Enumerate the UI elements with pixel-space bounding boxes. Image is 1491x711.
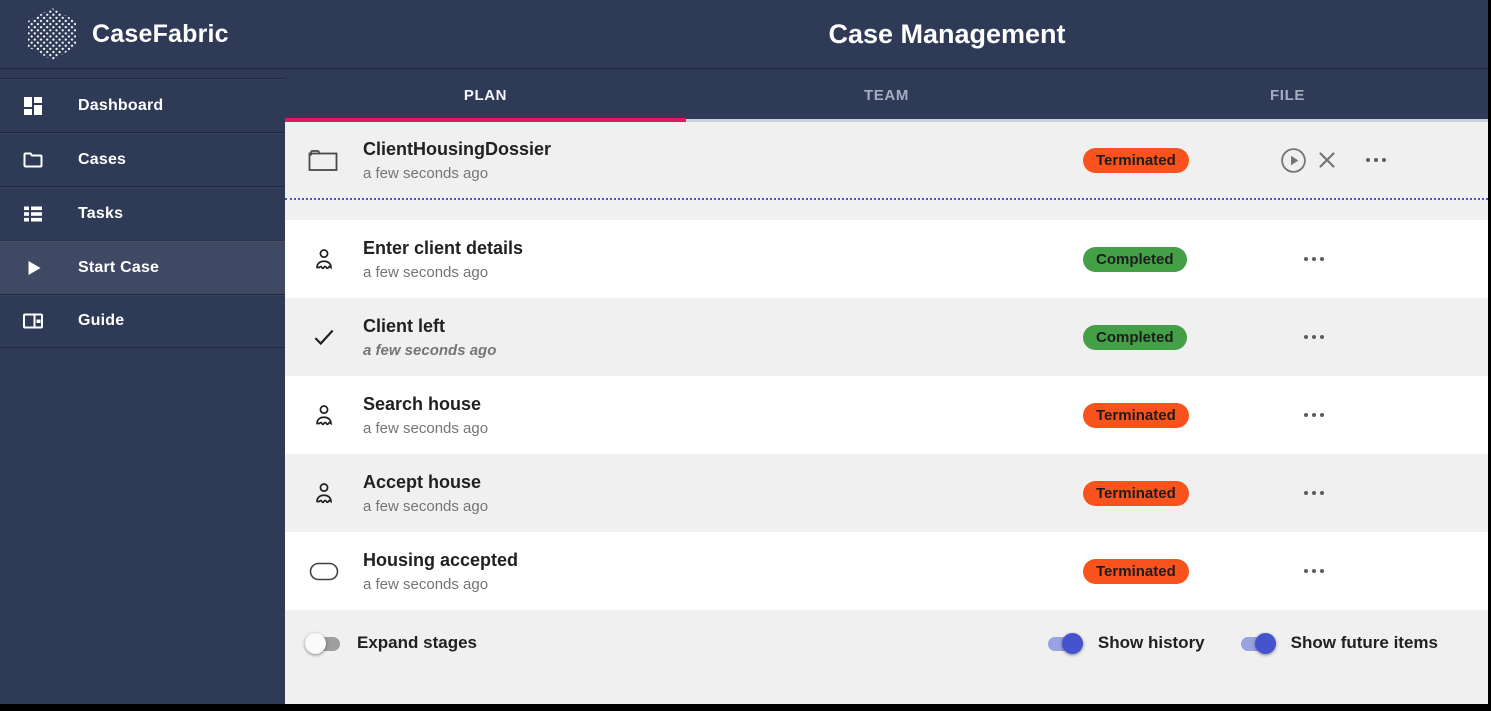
case-header-row[interactable]: ClientHousingDossier a few seconds ago T… — [285, 122, 1488, 200]
plan-item-title: Search house — [363, 393, 482, 414]
more-menu-icon[interactable] — [1304, 335, 1324, 339]
status-badge: Terminated — [1083, 558, 1189, 584]
status-badge: Completed — [1083, 324, 1187, 350]
case-title: ClientHousingDossier — [363, 138, 552, 159]
tab-plan[interactable]: PLAN — [285, 68, 686, 122]
human-task-icon — [316, 405, 332, 426]
sidebar-item-cases[interactable]: Cases — [0, 132, 285, 186]
plan-item-row[interactable]: Client left a few seconds ago Completed — [285, 298, 1488, 376]
status-badge: Terminated — [1083, 402, 1189, 428]
more-menu-icon[interactable] — [1304, 569, 1324, 573]
status-badge: Terminated — [1083, 480, 1189, 506]
sidebar-item-label: Start Case — [78, 258, 160, 276]
sidebar-item-label: Dashboard — [78, 96, 164, 114]
show-history-toggle[interactable] — [1046, 632, 1083, 654]
sidebar-item-label: Tasks — [78, 204, 124, 222]
plan-item-row[interactable]: Enter client details a few seconds ago C… — [285, 220, 1488, 298]
logo-text: CaseFabric — [92, 19, 229, 48]
sidebar-item-start-case[interactable]: Start Case — [0, 240, 285, 294]
human-task-icon — [316, 249, 332, 270]
start-case-play-icon — [28, 260, 41, 275]
plan-item-title: Accept house — [363, 471, 482, 492]
expand-stages-toggle[interactable] — [305, 632, 342, 654]
plan-item-title: Enter client details — [363, 237, 524, 258]
status-badge: Terminated — [1083, 147, 1189, 173]
more-menu-icon[interactable] — [1304, 491, 1324, 495]
sidebar-item-dashboard[interactable]: Dashboard — [0, 78, 285, 132]
app-header: CaseFabric Case Management — [0, 0, 1488, 68]
sidebar: Dashboard Cases Tasks Start Case — [0, 68, 285, 704]
tab-team[interactable]: TEAM — [864, 86, 909, 104]
toggle-label: Show history — [1097, 633, 1205, 652]
play-circle-icon[interactable] — [1280, 147, 1307, 174]
toggle-label: Expand stages — [357, 633, 477, 652]
plan-item-timestamp: a few seconds ago — [363, 341, 497, 359]
milestone-icon — [309, 562, 339, 580]
case-folder-icon — [308, 150, 338, 171]
sidebar-item-label: Guide — [78, 312, 125, 329]
plan-item-title: Client left — [363, 315, 446, 336]
plan-item-timestamp: a few seconds ago — [363, 497, 489, 515]
show-history-toggle-group[interactable]: Show history — [1046, 632, 1205, 654]
dashboard-icon — [24, 96, 42, 115]
plan-item-timestamp: a few seconds ago — [363, 419, 489, 437]
more-menu-icon[interactable] — [1366, 158, 1386, 162]
page-title: Case Management — [828, 18, 1066, 49]
view-options-bar: Expand stages Show history Show future i… — [285, 610, 1488, 676]
sidebar-item-tasks[interactable]: Tasks — [0, 186, 285, 240]
plan-item-timestamp: a few seconds ago — [363, 575, 489, 593]
tasks-list-icon — [24, 206, 42, 221]
status-badge: Completed — [1083, 246, 1187, 272]
plan-item-title: Housing accepted — [363, 549, 519, 570]
sidebar-item-guide[interactable]: Guide — [0, 294, 285, 348]
close-icon[interactable] — [1316, 149, 1338, 171]
show-future-items-toggle[interactable] — [1239, 632, 1276, 654]
plan-item-timestamp: a few seconds ago — [363, 263, 489, 281]
plan-item-row[interactable]: Search house a few seconds ago Terminate… — [285, 376, 1488, 454]
plan-item-row[interactable]: Housing accepted a few seconds ago Termi… — [285, 532, 1488, 610]
more-menu-icon[interactable] — [1304, 413, 1324, 417]
main-content: PLAN TEAM FILE ClientHousingDossier a fe… — [285, 68, 1488, 704]
guide-icon — [23, 313, 43, 329]
casefabric-logo-icon — [28, 8, 76, 60]
cases-folder-icon — [23, 152, 43, 167]
show-future-items-toggle-group[interactable]: Show future items — [1239, 632, 1438, 654]
human-task-icon — [316, 483, 332, 504]
toggle-label: Show future items — [1290, 633, 1438, 652]
expand-stages-toggle-group[interactable]: Expand stages — [305, 632, 477, 654]
plan-item-list: Enter client details a few seconds ago C… — [285, 220, 1488, 610]
checkmark-icon — [314, 329, 334, 346]
tab-bar: PLAN TEAM FILE — [285, 68, 1488, 122]
plan-item-row[interactable]: Accept house a few seconds ago Terminate… — [285, 454, 1488, 532]
case-timestamp: a few seconds ago — [363, 164, 489, 182]
tab-file[interactable]: FILE — [1270, 86, 1305, 104]
sidebar-item-label: Cases — [78, 150, 127, 168]
more-menu-icon[interactable] — [1304, 257, 1324, 261]
logo: CaseFabric — [0, 7, 229, 61]
